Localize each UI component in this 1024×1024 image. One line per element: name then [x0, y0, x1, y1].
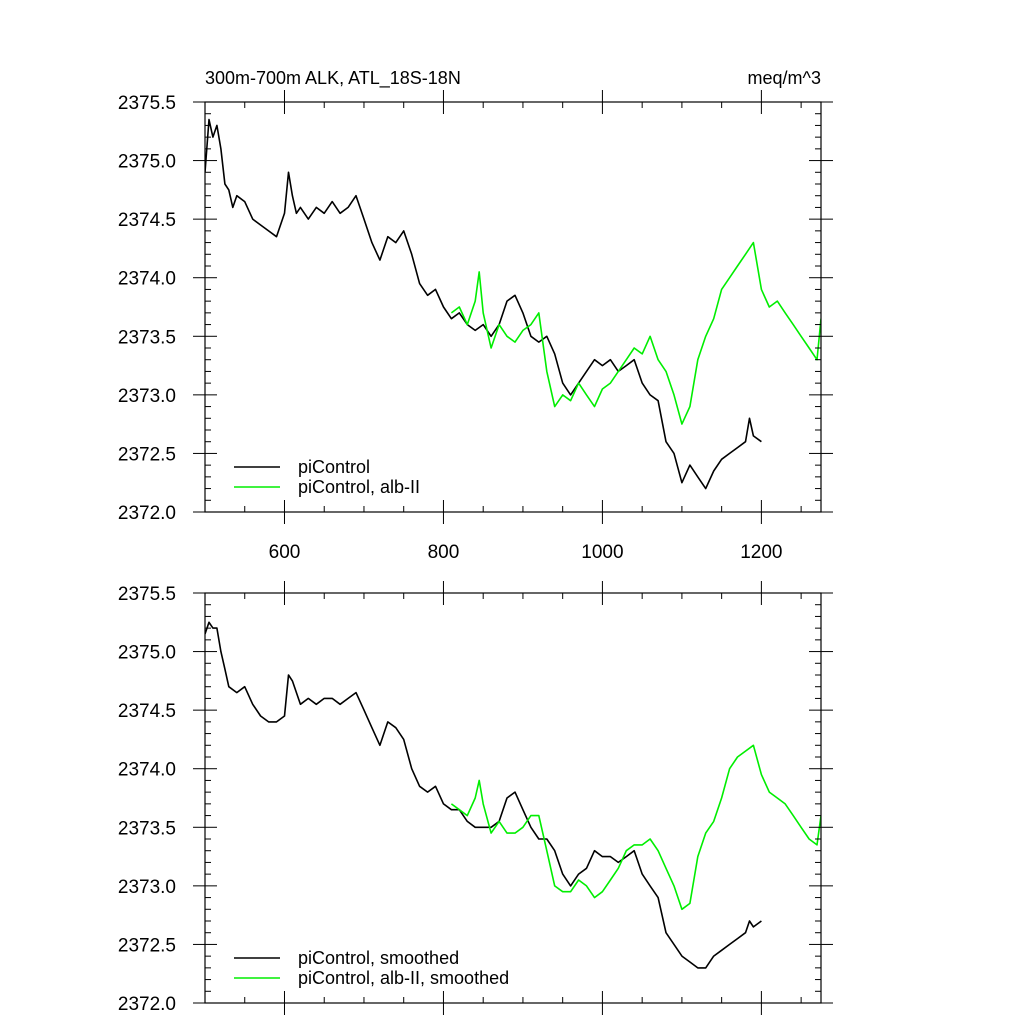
panel2-series-group [205, 621, 821, 969]
panel2-y-tick-label: 2373.0 [118, 877, 176, 898]
panel1-y-tick-label: 2372.0 [118, 503, 176, 524]
panel1-series-line-2 [450, 241, 821, 425]
panel1-x-tick-label: 1200 [740, 542, 782, 563]
panel2-series-line-2 [450, 744, 821, 911]
panel2-legend-label-2: piControl, alb-II, smoothed [298, 968, 509, 988]
panel1-line-chart: 600 800 1000 1200 2372.0 2372.5 2373.0 2373.5 23… [118, 90, 833, 563]
panel1-units: meq/m^3 [748, 68, 821, 88]
panel1-x-tick-label: 600 [269, 542, 301, 563]
panel1-legend-label-2: piControl, alb-II [298, 477, 420, 497]
panel1-y-tick-label: 2373.5 [118, 327, 176, 348]
panel1-series-group [205, 118, 821, 490]
panel1-plot-frame [204, 101, 822, 513]
panel2-y-tick-label: 2372.5 [118, 935, 176, 956]
panel1-y-tick-label: 2374.0 [118, 269, 176, 290]
panel2-line-chart: 2372.0 2372.5 2373.0 2373.5 2374.0 2374.5 2375… [118, 581, 833, 1015]
panel1-y-tick-label: 2374.5 [118, 210, 176, 231]
panel1-y-tick-label: 2372.5 [118, 444, 176, 465]
panel1-y-tick-label: 2375.5 [118, 93, 176, 114]
panel2-plot-frame [204, 592, 822, 1004]
panel1-y-tick-label: 2373.0 [118, 386, 176, 407]
panel2-y-tick-label: 2374.0 [118, 760, 176, 781]
panel2-y-tick-label: 2375.0 [118, 643, 176, 664]
panel2-series-line-1 [205, 621, 762, 969]
panel2-legend-label-1: piControl, smoothed [298, 948, 459, 968]
panel1-y-tick-label: 2375.0 [118, 152, 176, 173]
panel1-title: 300m-700m ALK, ATL_18S-18N [205, 68, 461, 89]
panel1-series-line-1 [205, 118, 762, 490]
panel1-x-tick-label: 1000 [581, 542, 623, 563]
panel2-y-tick-label: 2375.5 [118, 584, 176, 605]
panel2-y-tick-label: 2372.0 [118, 994, 176, 1015]
panel2-y-tick-label: 2374.5 [118, 701, 176, 722]
panel1-x-tick-label: 800 [428, 542, 460, 563]
panel2-y-tick-label: 2373.5 [118, 818, 176, 839]
panel1-legend-label-1: piControl [298, 457, 370, 477]
